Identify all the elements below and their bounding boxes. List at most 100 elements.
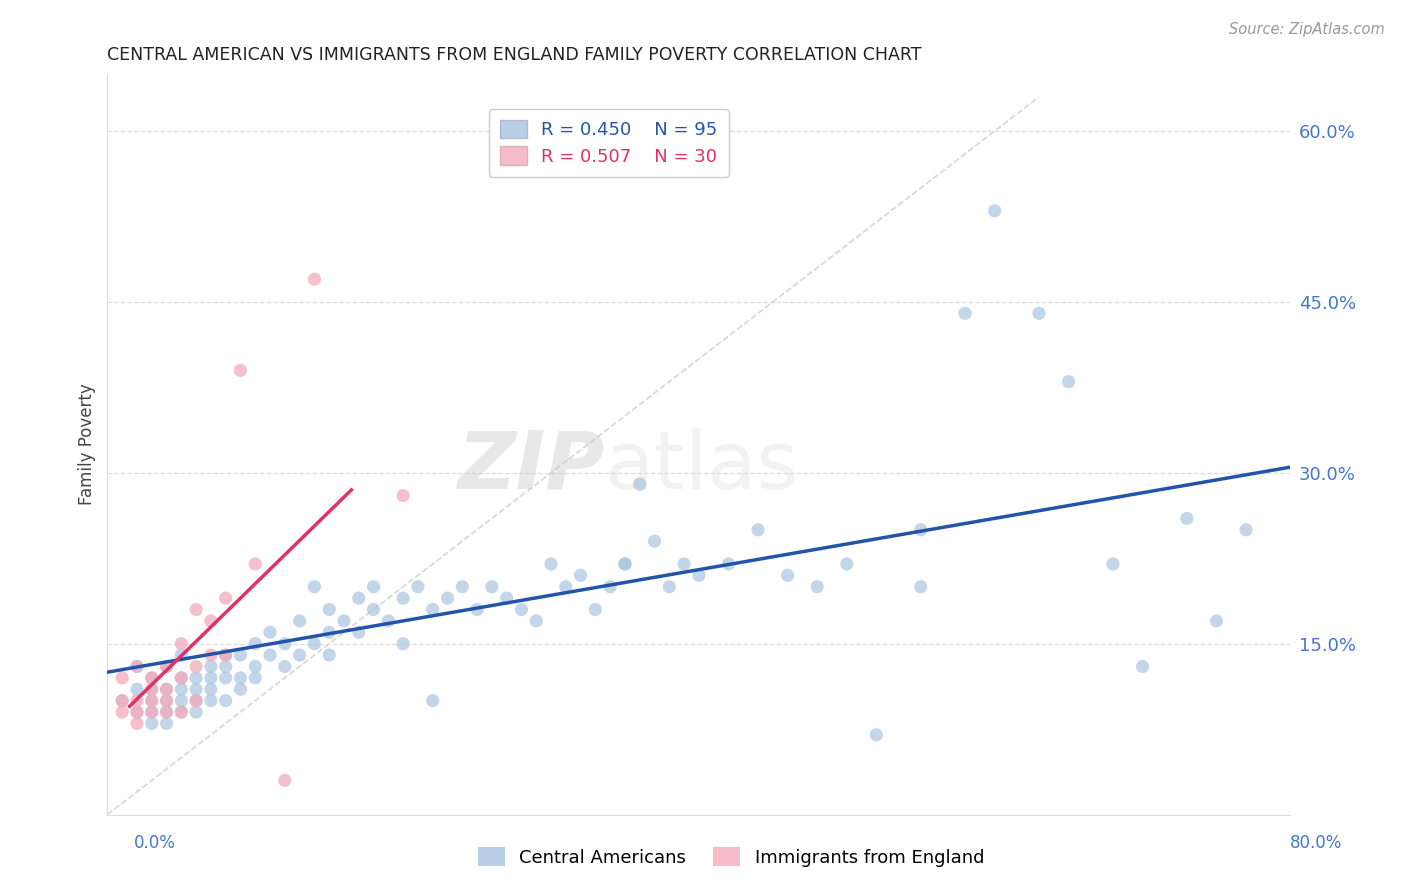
Point	[141, 682, 163, 697]
Point	[170, 705, 193, 719]
Point	[451, 580, 474, 594]
Point	[170, 637, 193, 651]
Point	[141, 682, 163, 697]
Point	[200, 693, 222, 707]
Point	[318, 625, 340, 640]
Point	[569, 568, 592, 582]
Point	[141, 693, 163, 707]
Point	[347, 625, 370, 640]
Point	[392, 591, 415, 606]
Point	[1057, 375, 1080, 389]
Point	[111, 693, 134, 707]
Point	[200, 614, 222, 628]
Point	[184, 602, 207, 616]
Point	[170, 671, 193, 685]
Point	[1175, 511, 1198, 525]
Legend: R = 0.450    N = 95, R = 0.507    N = 30: R = 0.450 N = 95, R = 0.507 N = 30	[489, 109, 728, 177]
Point	[200, 682, 222, 697]
Point	[363, 580, 385, 594]
Point	[259, 648, 281, 662]
Point	[1234, 523, 1257, 537]
Point	[125, 682, 148, 697]
Point	[377, 614, 399, 628]
Point	[910, 580, 932, 594]
Point	[170, 705, 193, 719]
Point	[304, 637, 326, 651]
Point	[688, 568, 710, 582]
Point	[184, 671, 207, 685]
Point	[184, 682, 207, 697]
Point	[125, 705, 148, 719]
Point	[524, 614, 547, 628]
Point	[436, 591, 458, 606]
Point	[274, 637, 297, 651]
Point	[304, 580, 326, 594]
Point	[245, 637, 267, 651]
Point	[392, 637, 415, 651]
Point	[747, 523, 769, 537]
Point	[363, 602, 385, 616]
Point	[540, 557, 562, 571]
Point	[229, 682, 252, 697]
Point	[406, 580, 429, 594]
Text: atlas: atlas	[605, 427, 799, 506]
Point	[318, 602, 340, 616]
Point	[200, 671, 222, 685]
Point	[717, 557, 740, 571]
Point	[141, 705, 163, 719]
Point	[613, 557, 636, 571]
Point	[673, 557, 696, 571]
Point	[155, 705, 177, 719]
Point	[125, 716, 148, 731]
Point	[141, 693, 163, 707]
Point	[288, 648, 311, 662]
Point	[644, 534, 666, 549]
Point	[155, 659, 177, 673]
Text: CENTRAL AMERICAN VS IMMIGRANTS FROM ENGLAND FAMILY POVERTY CORRELATION CHART: CENTRAL AMERICAN VS IMMIGRANTS FROM ENGL…	[107, 46, 922, 64]
Point	[170, 693, 193, 707]
Point	[155, 705, 177, 719]
Point	[347, 591, 370, 606]
Point	[170, 648, 193, 662]
Point	[422, 693, 444, 707]
Point	[554, 580, 576, 594]
Legend: Central Americans, Immigrants from England: Central Americans, Immigrants from Engla…	[471, 840, 991, 874]
Point	[776, 568, 799, 582]
Point	[481, 580, 503, 594]
Point	[658, 580, 681, 594]
Point	[953, 306, 976, 320]
Point	[155, 682, 177, 697]
Point	[229, 671, 252, 685]
Point	[835, 557, 858, 571]
Text: ZIP: ZIP	[457, 427, 605, 506]
Point	[155, 716, 177, 731]
Point	[111, 671, 134, 685]
Text: 80.0%: 80.0%	[1291, 834, 1343, 852]
Point	[141, 671, 163, 685]
Point	[333, 614, 356, 628]
Point	[510, 602, 533, 616]
Point	[184, 693, 207, 707]
Point	[806, 580, 828, 594]
Point	[259, 625, 281, 640]
Text: 0.0%: 0.0%	[134, 834, 176, 852]
Point	[245, 659, 267, 673]
Point	[245, 671, 267, 685]
Point	[125, 705, 148, 719]
Point	[215, 648, 238, 662]
Point	[1132, 659, 1154, 673]
Point	[170, 682, 193, 697]
Point	[983, 203, 1005, 218]
Point	[200, 648, 222, 662]
Point	[910, 523, 932, 537]
Point	[229, 648, 252, 662]
Point	[613, 557, 636, 571]
Point	[1028, 306, 1050, 320]
Point	[215, 659, 238, 673]
Point	[392, 489, 415, 503]
Point	[304, 272, 326, 286]
Point	[599, 580, 621, 594]
Point	[274, 773, 297, 788]
Point	[155, 693, 177, 707]
Point	[141, 671, 163, 685]
